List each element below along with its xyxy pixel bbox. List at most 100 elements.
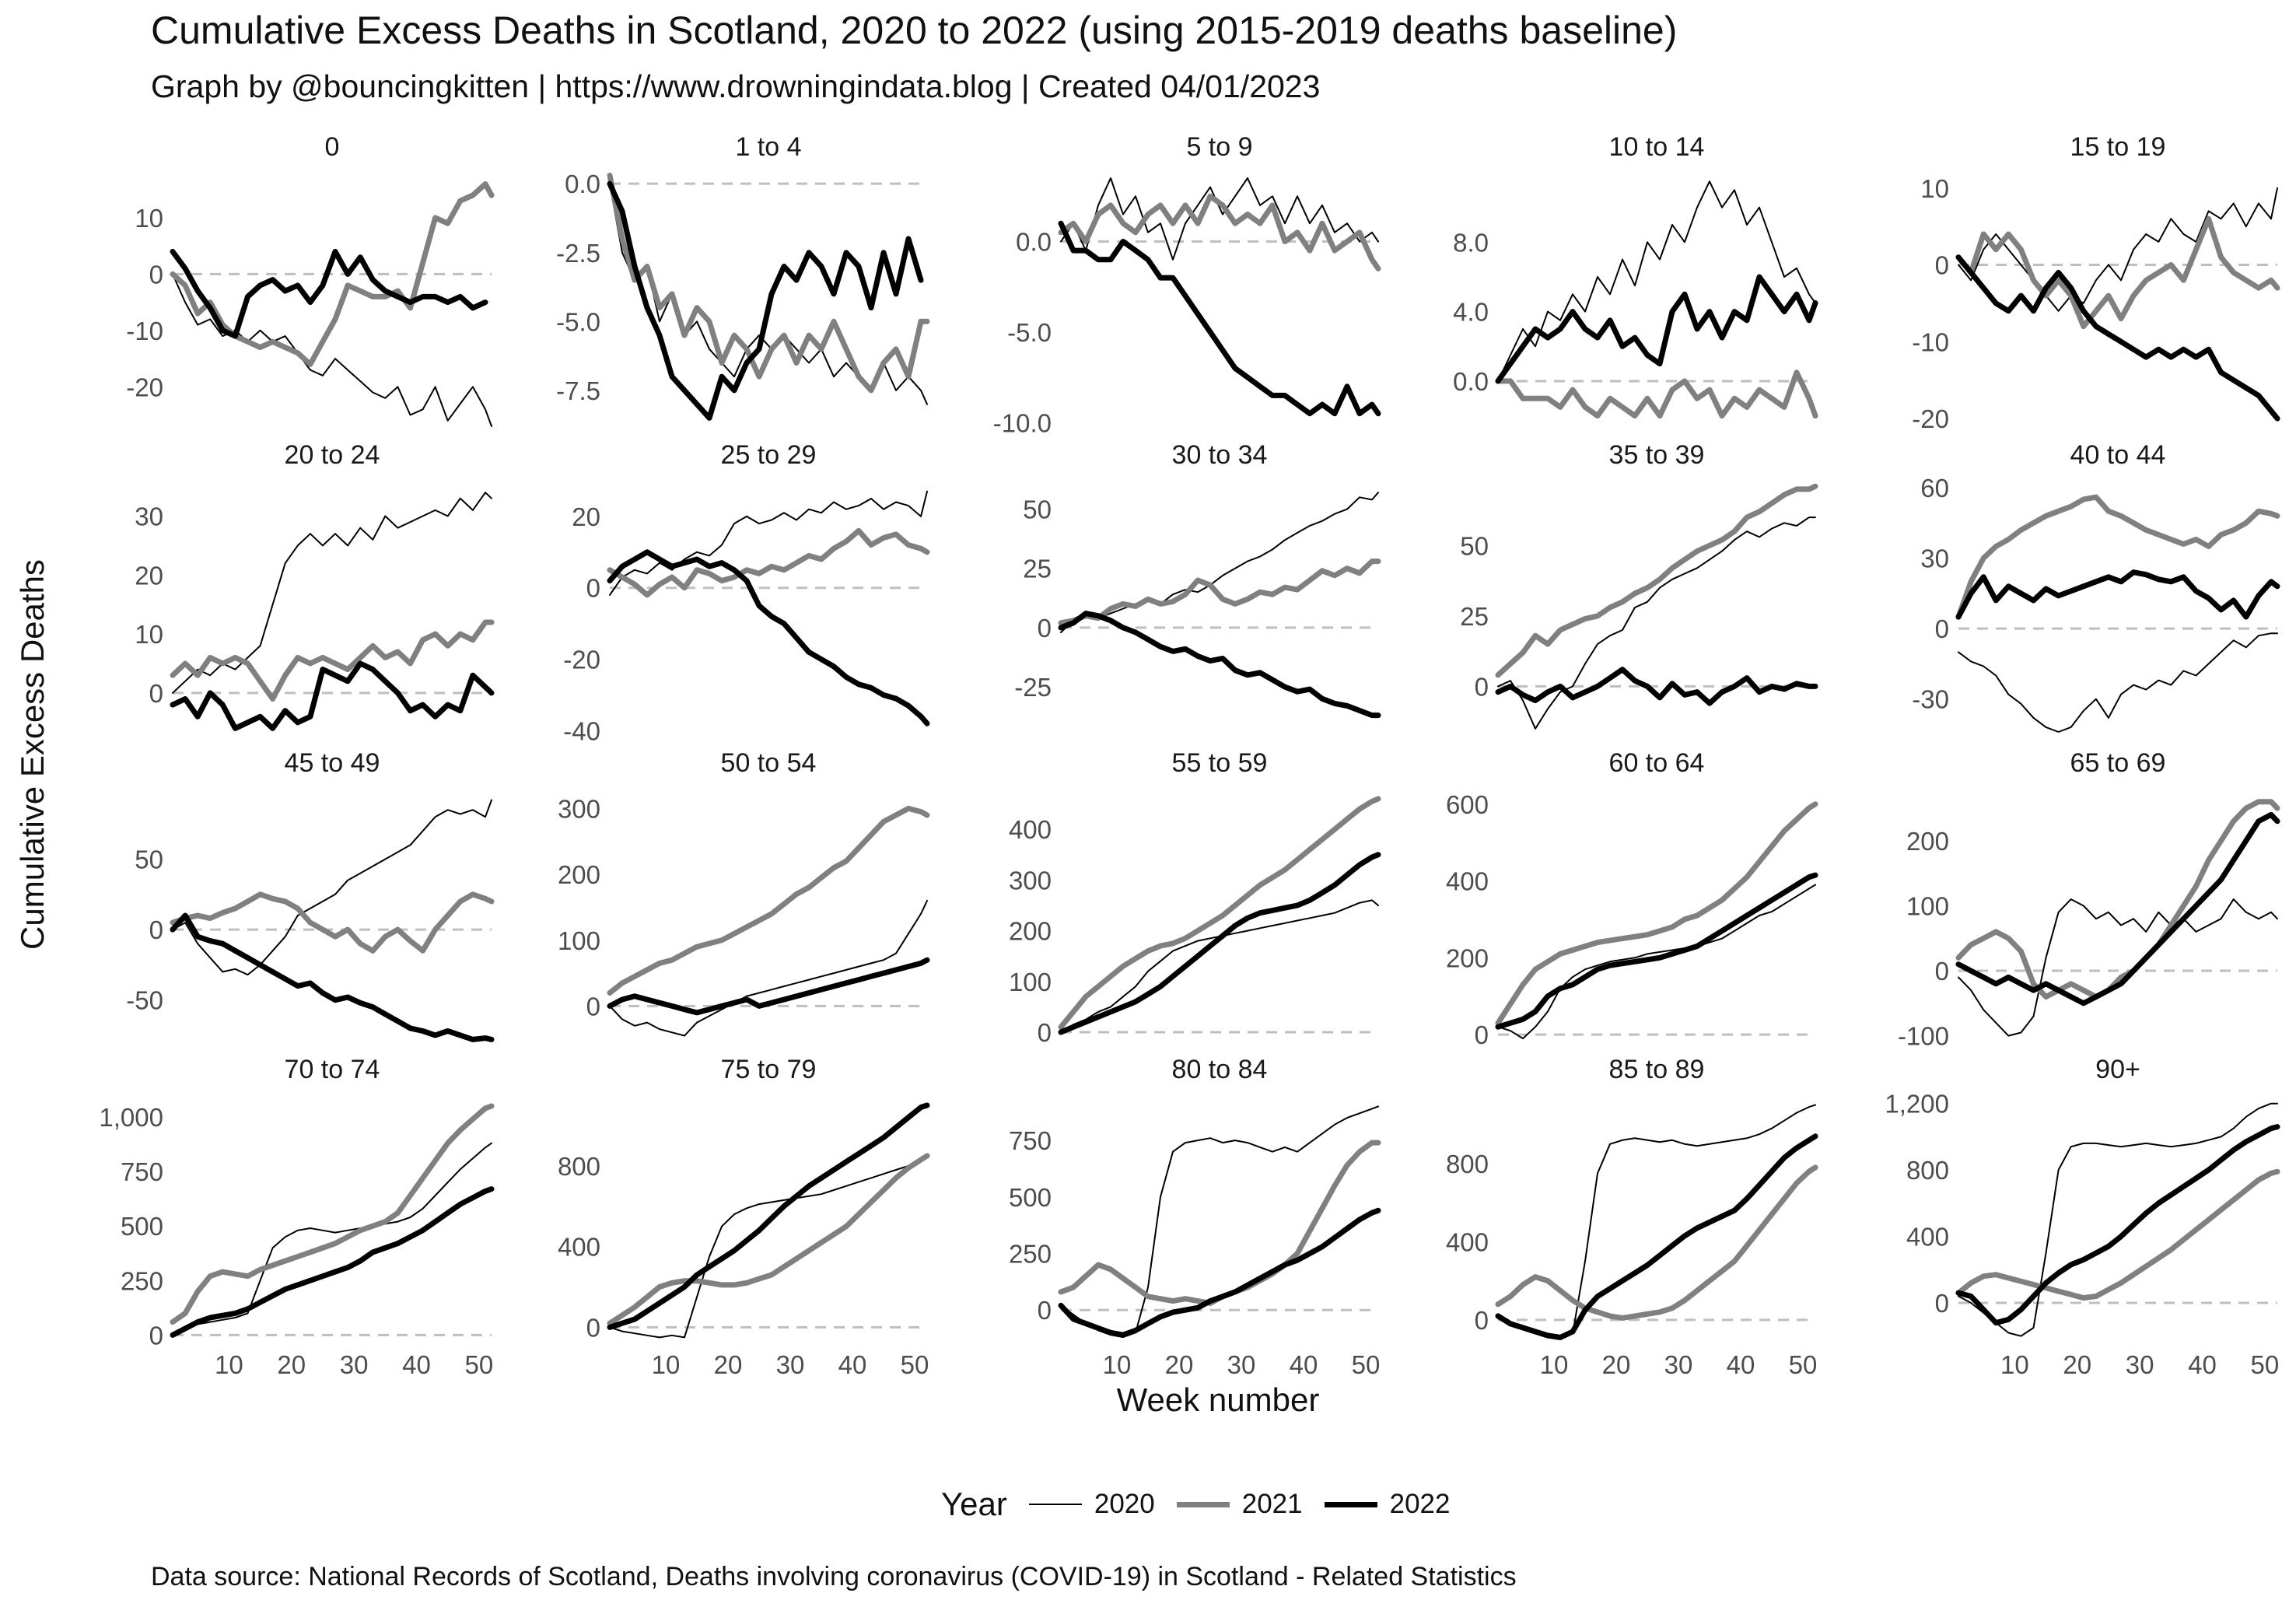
- panel-50-to-54: 50 to 54 300 200 100 0: [558, 748, 930, 1037]
- series-line-2021: [1058, 558, 1381, 626]
- series-line-2022: [1495, 667, 1818, 706]
- x-tick-label: 40: [402, 1350, 431, 1379]
- legend-label-2020: 2020: [1094, 1489, 1155, 1519]
- legend-label-2022: 2022: [1389, 1489, 1451, 1519]
- y-tick-label: 250: [121, 1266, 163, 1295]
- y-tick-label: -100: [1898, 1022, 1949, 1051]
- y-tick-label: 0: [149, 679, 163, 708]
- y-tick-label: 800: [1906, 1156, 1949, 1185]
- series-line-2020: [1497, 884, 1816, 1040]
- series-line-2021: [1955, 1168, 2280, 1301]
- x-tick-label: 20: [1602, 1350, 1631, 1379]
- panel-label: 55 to 59: [1172, 748, 1268, 778]
- panel-90plus: 90+ 1,200 800 400 0 10 20 30 40 50: [1885, 1055, 2280, 1379]
- y-tick-label: 300: [1009, 866, 1052, 895]
- series-line-2022: [1955, 569, 2280, 620]
- series-line-2021: [607, 805, 930, 996]
- y-tick-label: -40: [563, 716, 600, 745]
- series-line-2022: [607, 1102, 930, 1330]
- y-tick-label: 200: [1906, 827, 1949, 856]
- y-tick-label: 0: [149, 260, 163, 289]
- x-tick-label: 30: [1227, 1350, 1256, 1379]
- series-line-2022: [1058, 1207, 1381, 1338]
- series-line-2020: [172, 1142, 492, 1336]
- y-tick-label: 0.0: [565, 170, 600, 198]
- panel-label: 80 to 84: [1172, 1055, 1268, 1084]
- panel-20-to-24: 20 to 24 30 20 10 0: [135, 440, 495, 731]
- panel-label: 20 to 24: [285, 440, 380, 470]
- legend-key-2021: [1176, 1501, 1230, 1507]
- legend-title: Year: [941, 1486, 1007, 1522]
- series-line-2021: [1955, 494, 2280, 620]
- legend-item-2020: 2020: [1028, 1489, 1155, 1520]
- x-tick-label: 10: [652, 1350, 681, 1379]
- y-tick-label: 200: [558, 860, 600, 889]
- series-line-2021: [170, 1103, 495, 1325]
- y-tick-label: 800: [1446, 1150, 1489, 1178]
- y-tick-label: -30: [1912, 685, 1949, 714]
- series-line-2022: [607, 549, 930, 726]
- series-line-2021: [1495, 369, 1818, 419]
- y-tick-label: 300: [558, 794, 600, 823]
- panel-85-to-89: 85 to 89 800 400 0 10 20 30 40 50: [1446, 1055, 1818, 1379]
- chart-title: Cumulative Excess Deaths in Scotland, 20…: [151, 9, 1678, 52]
- panel-5-to-9: 5 to 9 0.0 -5.0 -10.0: [993, 132, 1381, 437]
- series-line-2021: [170, 181, 495, 367]
- x-tick-label: 30: [340, 1350, 369, 1379]
- legend-item-2021: 2021: [1176, 1489, 1303, 1520]
- series-line-2021: [1058, 796, 1381, 1030]
- y-tick-label: -10: [126, 317, 163, 345]
- y-tick-label: 0: [149, 916, 163, 944]
- panel-65-to-69: 65 to 69 200 100 0 -100: [1898, 748, 2280, 1051]
- series-line-2021: [1495, 483, 1818, 678]
- y-tick-label: 0: [1038, 614, 1052, 642]
- panel-label: 65 to 69: [2070, 748, 2166, 778]
- y-tick-label: 30: [1920, 544, 1949, 573]
- x-tick-label: 30: [1664, 1350, 1693, 1379]
- series-line-2021: [1955, 799, 2280, 1000]
- y-tick-label: -5.0: [1007, 318, 1052, 347]
- y-tick-label: 0.0: [1453, 367, 1489, 396]
- series-line-2020: [1060, 492, 1379, 633]
- x-tick-label: 20: [714, 1350, 743, 1379]
- y-tick-label: 60: [1920, 474, 1949, 502]
- series-line-2020: [1060, 177, 1379, 261]
- y-tick-label: 10: [135, 620, 163, 649]
- y-tick-label: 8.0: [1453, 228, 1489, 257]
- series-line-2022: [1955, 254, 2280, 422]
- y-tick-label: 500: [121, 1212, 163, 1241]
- y-tick-label: -7.5: [556, 376, 600, 405]
- series-line-2020: [609, 1157, 928, 1339]
- series-line-2020: [1958, 898, 2278, 1037]
- series-line-2021: [170, 891, 495, 954]
- panel-1-to-4: 1 to 4 0.0 -2.5 -5.0 -7.5: [556, 132, 930, 421]
- y-tick-label: 200: [1446, 944, 1489, 972]
- panel-label: 50 to 54: [721, 748, 817, 778]
- panel-label: 0: [325, 132, 340, 162]
- y-tick-label: 0: [1475, 1306, 1489, 1335]
- x-tick-label: 30: [2126, 1350, 2154, 1379]
- panel-15-to-19: 15 to 19 10 0 -10 -20: [1912, 132, 2280, 433]
- panel-80-to-84: 80 to 84 750 500 250 0 10 20 30 40 50: [1009, 1055, 1381, 1379]
- y-tick-label: 400: [1009, 815, 1052, 844]
- panel-label: 40 to 44: [2070, 440, 2166, 470]
- series-line-2020: [609, 899, 928, 1037]
- panel-55-to-59: 55 to 59 400 300 200 100 0: [1009, 748, 1381, 1047]
- panel-75-to-79: 75 to 79 800 400 0 10 20 30 40 50: [558, 1055, 930, 1379]
- panel-label: 10 to 14: [1609, 132, 1705, 162]
- y-tick-label: 400: [1446, 867, 1489, 896]
- series-line-2020: [172, 799, 492, 976]
- series-line-2022: [170, 912, 495, 1042]
- y-tick-label: 750: [1009, 1126, 1052, 1155]
- x-tick-label: 50: [1352, 1350, 1381, 1379]
- y-tick-label: 25: [1460, 602, 1489, 631]
- data-source-caption: Data source: National Records of Scotlan…: [151, 1562, 1517, 1591]
- y-tick-label: 800: [558, 1152, 600, 1181]
- panel-label: 70 to 74: [285, 1055, 380, 1084]
- y-tick-label: 0.0: [1016, 227, 1052, 256]
- series-line-2020: [1958, 1102, 2278, 1337]
- y-tick-label: 400: [1446, 1227, 1489, 1256]
- x-tick-label: 50: [1789, 1350, 1818, 1379]
- panel-60-to-64: 60 to 64 600 400 200 0: [1446, 748, 1818, 1049]
- legend: Year 2020 2021 2022: [941, 1481, 1472, 1528]
